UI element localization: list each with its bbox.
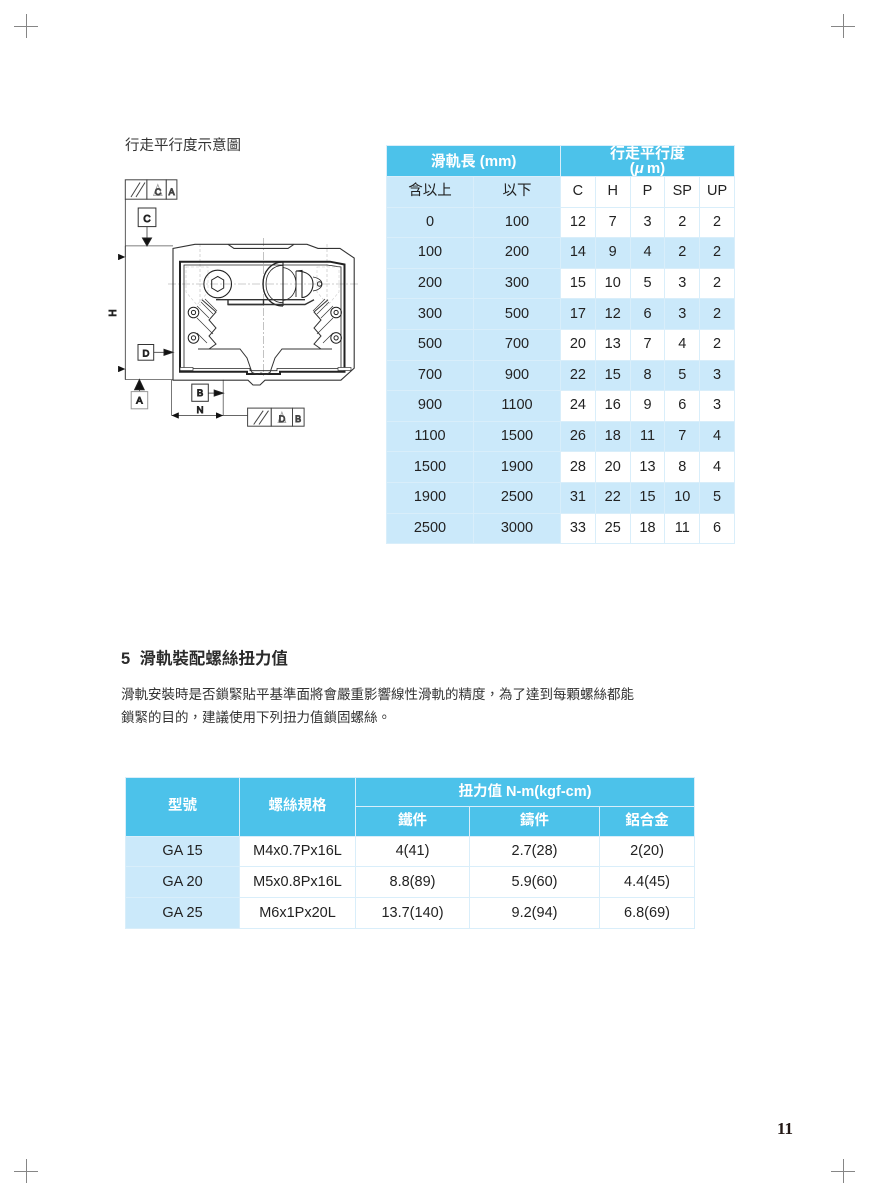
svg-text:A: A <box>136 395 143 406</box>
svg-text:H: H <box>108 309 119 316</box>
svg-text:A: A <box>169 187 175 197</box>
svg-text:C: C <box>143 214 150 225</box>
svg-text:C: C <box>155 187 162 197</box>
svg-text:N: N <box>197 405 204 416</box>
svg-text:D: D <box>279 414 286 424</box>
svg-text:B: B <box>197 388 203 399</box>
svg-text:D: D <box>142 348 149 359</box>
svg-text:B: B <box>295 414 301 424</box>
